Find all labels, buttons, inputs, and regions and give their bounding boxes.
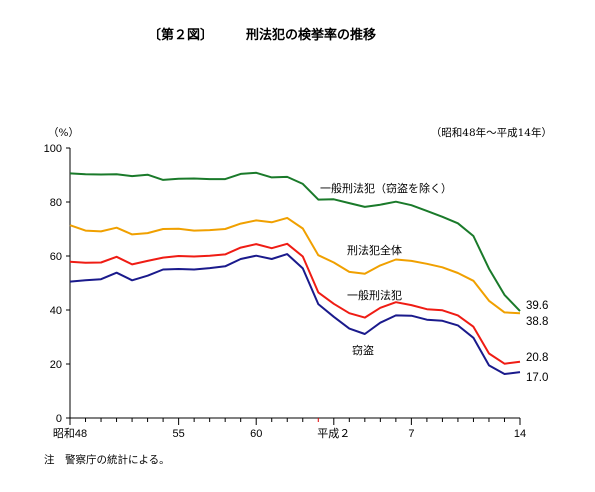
period-label: （昭和48年～平成14年）	[431, 126, 552, 139]
series-line-0	[69, 171, 521, 312]
x-tick-label: 60	[250, 428, 262, 440]
series-label-theft: 窃盗	[352, 343, 374, 357]
figure-number: 〔第２図〕	[148, 27, 213, 43]
y-tick-label: 60	[50, 251, 62, 263]
x-tick-label: 14	[514, 428, 526, 440]
y-tick-label: 80	[50, 197, 62, 209]
end-value-general-excl-theft: 39.6	[526, 300, 548, 312]
chart-title: 刑法犯の検挙率の推移	[246, 27, 376, 43]
x-tick-label: 7	[408, 428, 414, 440]
y-axis: 0 20 40 60 80 100	[44, 143, 71, 425]
end-value-all: 38.8	[526, 316, 548, 328]
series-line-3	[69, 253, 521, 375]
y-tick-label: 100	[44, 143, 62, 155]
end-value-general: 20.8	[526, 352, 548, 364]
y-tick-label: 20	[50, 359, 62, 371]
series-label-general: 一般刑法犯	[347, 288, 402, 302]
x-tick-label: 平成２	[317, 427, 350, 440]
series-label-general-excl-theft: 一般刑法犯（窃盗を除く）	[320, 181, 452, 195]
x-axis: 昭和48 55 60 平成２ 7 14	[53, 417, 526, 440]
x-tick-label: 55	[172, 428, 184, 440]
y-tick-label: 40	[50, 305, 62, 317]
series-label-all: 刑法犯全体	[347, 243, 402, 257]
footnote: 注 警察庁の統計による。	[44, 453, 170, 466]
y-tick-label: 0	[56, 413, 62, 425]
end-value-theft: 17.0	[526, 372, 548, 384]
series-lines	[69, 171, 521, 375]
y-axis-label: （%）	[48, 127, 79, 139]
series-line-2	[69, 242, 521, 365]
x-tick-label: 昭和48	[53, 427, 87, 440]
series-line-1	[69, 216, 521, 315]
